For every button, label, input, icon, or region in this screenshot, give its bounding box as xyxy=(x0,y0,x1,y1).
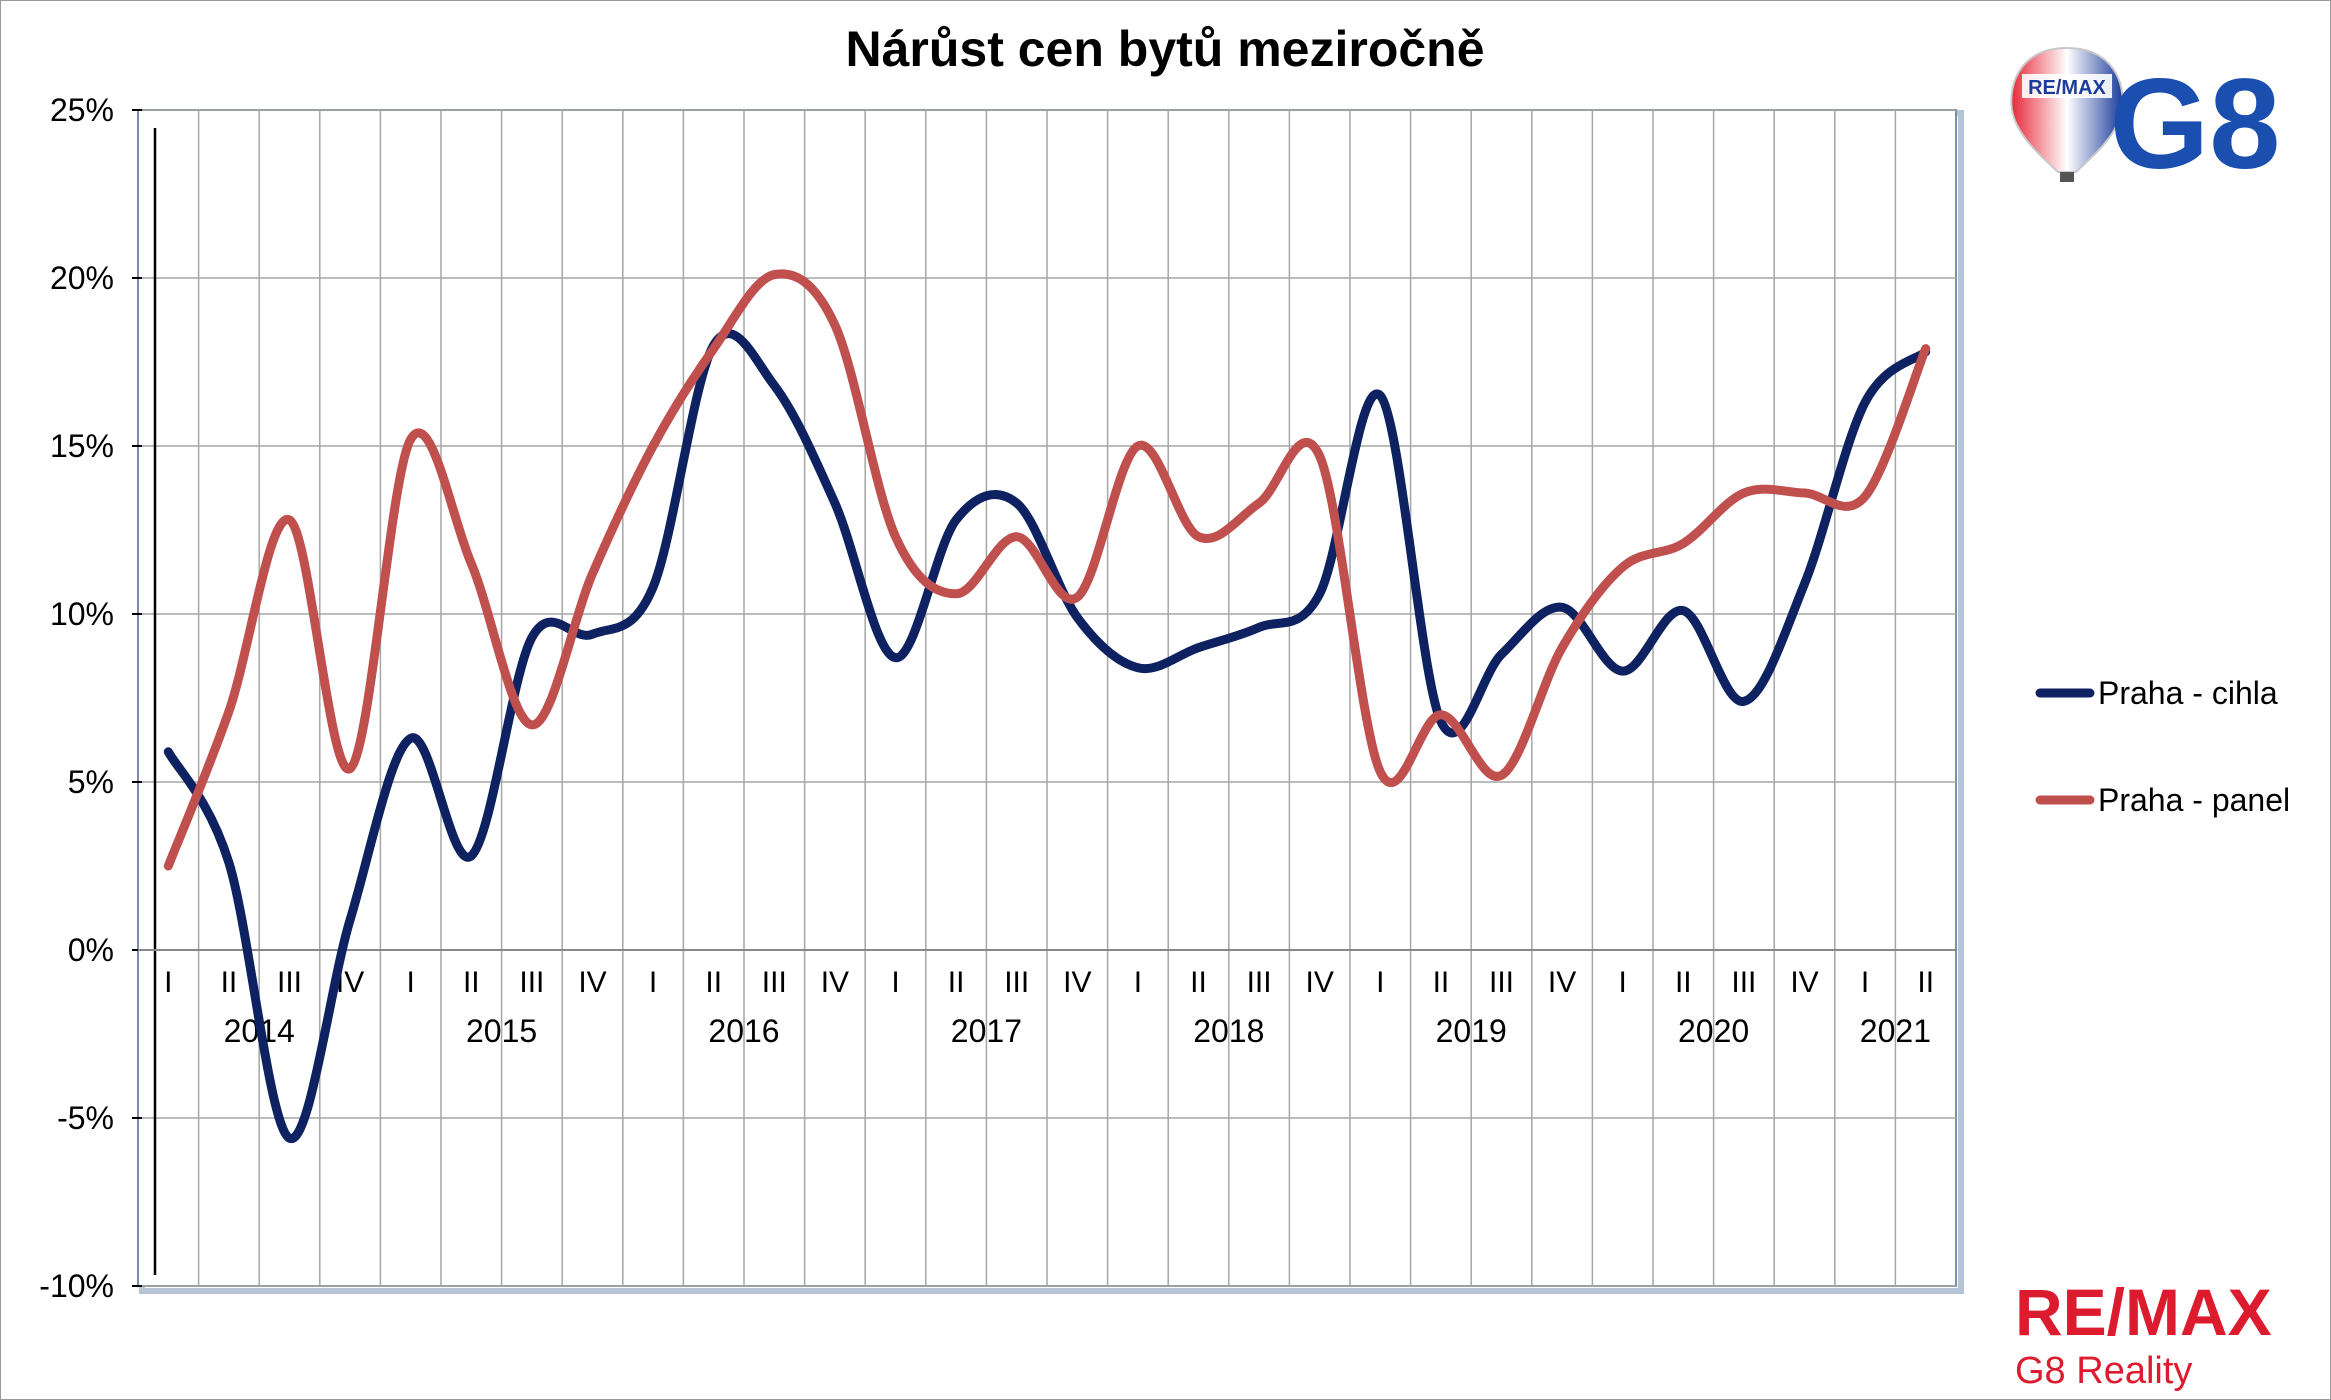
y-tick-label: 25% xyxy=(50,92,114,128)
y-tick-label: 0% xyxy=(68,932,114,968)
year-label: 2018 xyxy=(1193,1013,1264,1049)
y-tick-label: -10% xyxy=(39,1268,114,1304)
x-tick-label: IV xyxy=(1548,966,1576,999)
year-label: 2017 xyxy=(951,1013,1022,1049)
year-label: 2016 xyxy=(708,1013,779,1049)
x-tick-label: IV xyxy=(821,966,849,999)
balloon-text: RE/MAX xyxy=(2028,77,2106,99)
x-tick-label: IV xyxy=(578,966,606,999)
y-tick-label: 10% xyxy=(50,596,114,632)
x-tick-label: II xyxy=(1675,966,1692,999)
x-tick-label: IV xyxy=(1790,966,1818,999)
x-tick-label: II xyxy=(221,966,238,999)
year-label: 2021 xyxy=(1860,1013,1931,1049)
x-tick-label: III xyxy=(762,966,787,999)
x-tick-label: I xyxy=(891,966,899,999)
series-layer xyxy=(163,269,1931,1143)
x-tick-label: III xyxy=(1247,966,1272,999)
x-tick-label: II xyxy=(1917,966,1934,999)
x-tick-label: I xyxy=(407,966,415,999)
x-tick-label: II xyxy=(705,966,722,999)
series-line-2 xyxy=(163,269,1931,871)
y-tick-label: 20% xyxy=(50,260,114,296)
g8-reality-text: G8 Reality xyxy=(2015,1350,2192,1392)
y-axis: 25% 20% 15% 10% 5% 0% -5% -10% xyxy=(39,92,157,1304)
x-tick-label: I xyxy=(1376,966,1384,999)
x-tick-label: II xyxy=(463,966,480,999)
year-label: 2015 xyxy=(466,1013,537,1049)
year-label: 2020 xyxy=(1678,1013,1749,1049)
x-tick-label: II xyxy=(948,966,965,999)
x-tick-label: I xyxy=(1619,966,1627,999)
x-tick-label: I xyxy=(164,966,172,999)
x-tick-label: II xyxy=(1190,966,1207,999)
x-tick-label: II xyxy=(1433,966,1450,999)
x-tick-label: III xyxy=(1489,966,1514,999)
remax-logo-text: RE/MAX xyxy=(2015,1275,2272,1349)
series-line-1 xyxy=(163,329,1931,1143)
x-tick-label: IV xyxy=(1063,966,1091,999)
y-tick-label: 15% xyxy=(50,428,114,464)
g8-logo-text: G8 xyxy=(2110,53,2281,196)
x-tick-label: I xyxy=(649,966,657,999)
x-tick-label: III xyxy=(1004,966,1029,999)
chart-title: Nárůst cen bytů meziročně xyxy=(845,21,1484,77)
x-tick-label: III xyxy=(277,966,302,999)
x-tick-label: III xyxy=(1731,966,1756,999)
remax-balloon-icon: RE/MAX xyxy=(2010,46,2124,182)
y-tick-label: -5% xyxy=(57,1100,114,1136)
x-tick-label: IV xyxy=(1306,966,1334,999)
x-tick-label: III xyxy=(519,966,544,999)
legend-label: Praha - panel xyxy=(2098,782,2290,818)
y-tick-label: 5% xyxy=(68,764,114,800)
legend: Praha - cihla Praha - panel xyxy=(2035,675,2290,818)
legend-label: Praha - cihla xyxy=(2098,675,2278,711)
x-tick-label: I xyxy=(1861,966,1869,999)
year-label: 2019 xyxy=(1436,1013,1507,1049)
x-tick-label: I xyxy=(1134,966,1142,999)
